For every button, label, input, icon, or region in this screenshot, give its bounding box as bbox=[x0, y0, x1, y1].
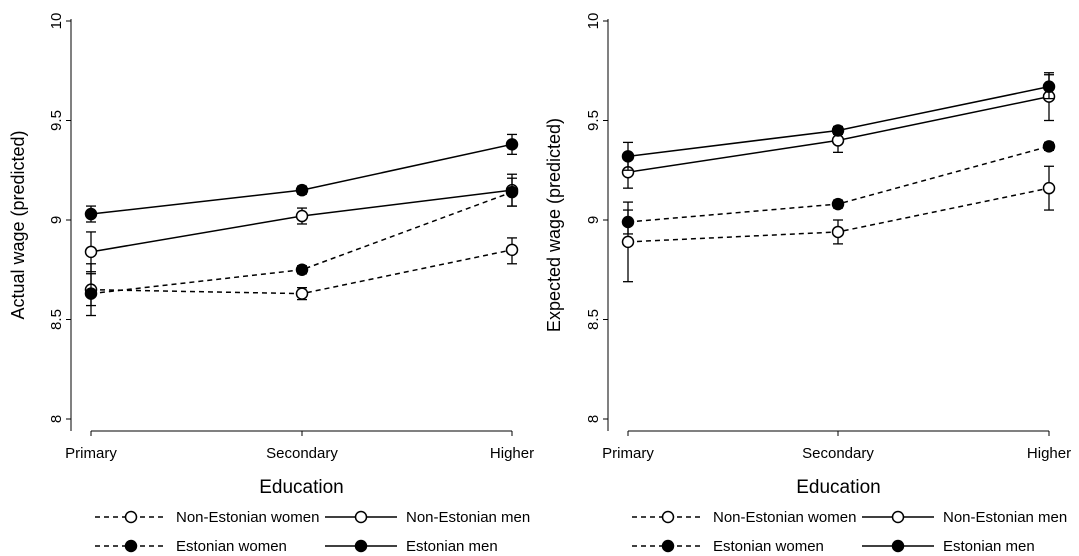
y-tick-label: 9.5 bbox=[585, 110, 602, 131]
x-axis-title: Education bbox=[796, 477, 881, 498]
x-tick-label: Primary bbox=[602, 445, 654, 462]
legend-label: Non-Estonian women bbox=[176, 509, 319, 526]
data-point bbox=[1042, 140, 1056, 153]
series-line bbox=[627, 145, 1050, 223]
legend-label: Non-Estonian men bbox=[943, 509, 1067, 526]
data-point bbox=[295, 209, 309, 223]
data-point bbox=[505, 185, 519, 199]
data-point bbox=[84, 245, 98, 259]
y-tick-label: 10 bbox=[585, 13, 602, 30]
data-point bbox=[84, 287, 98, 300]
data-point bbox=[1042, 80, 1056, 93]
y-tick-label: 8.5 bbox=[585, 309, 602, 330]
legend-label: Estonian women bbox=[713, 538, 824, 555]
series-4 bbox=[621, 74, 1056, 171]
y-tick-label: 8 bbox=[48, 415, 65, 423]
legend-marker bbox=[354, 539, 368, 553]
y-tick-label: 8.5 bbox=[48, 309, 65, 330]
series-4 bbox=[84, 133, 519, 223]
y-tick-label: 10 bbox=[48, 13, 65, 30]
legend-marker bbox=[661, 510, 675, 524]
data-point bbox=[831, 197, 845, 211]
legend-label: Estonian men bbox=[406, 538, 498, 555]
legend: Non-Estonian women Non-Estonian men Estoni… bbox=[95, 509, 530, 555]
data-point bbox=[831, 124, 845, 137]
legend-label: Non-Estonian men bbox=[406, 509, 530, 526]
x-tick-label: Higher bbox=[1027, 445, 1071, 462]
legend-marker bbox=[124, 539, 138, 553]
x-axis-title: Education bbox=[259, 477, 344, 498]
legend-label: Estonian men bbox=[943, 538, 1035, 555]
legend: Non-Estonian women Non-Estonian men Estoni… bbox=[632, 509, 1067, 555]
chart-panel-1: 8 8.5 9 9.5 10 Primary Secondary Higher Educatio… bbox=[8, 13, 534, 555]
legend-label: Non-Estonian women bbox=[713, 509, 856, 526]
data-point bbox=[505, 243, 519, 257]
x-tick-label: Higher bbox=[490, 445, 534, 462]
chart-panel-2: 8 8.5 9 9.5 10 Primary Secondary Higher Educatio… bbox=[544, 13, 1071, 555]
data-point bbox=[621, 150, 635, 163]
data-point bbox=[295, 263, 309, 276]
x-tick-label: Primary bbox=[65, 445, 117, 462]
x-tick-label: Secondary bbox=[802, 445, 874, 462]
data-point bbox=[295, 183, 309, 197]
series-line bbox=[90, 143, 513, 215]
y-tick-label: 9 bbox=[585, 216, 602, 224]
y-axis-title: Actual wage (predicted) bbox=[8, 130, 28, 319]
legend-marker bbox=[354, 510, 368, 524]
y-axis-title: Expected wage (predicted) bbox=[544, 118, 564, 332]
legend-marker bbox=[124, 510, 138, 524]
y-tick-label: 8 bbox=[585, 415, 602, 423]
y-tick-label: 9.5 bbox=[48, 110, 65, 131]
y-tick-label: 9 bbox=[48, 216, 65, 224]
data-point bbox=[505, 138, 519, 151]
x-tick-label: Secondary bbox=[266, 445, 338, 462]
legend-label: Estonian women bbox=[176, 538, 287, 555]
data-point bbox=[84, 207, 98, 221]
series-line bbox=[90, 191, 513, 295]
data-point bbox=[295, 287, 309, 300]
legend-marker bbox=[891, 510, 905, 524]
data-point bbox=[621, 215, 635, 229]
series-3 bbox=[621, 140, 1056, 235]
data-point bbox=[621, 235, 635, 249]
series-1 bbox=[621, 165, 1056, 283]
data-point bbox=[831, 225, 845, 239]
legend-marker bbox=[891, 539, 905, 553]
legend-marker bbox=[661, 539, 675, 553]
series-3 bbox=[84, 177, 519, 317]
data-point bbox=[1042, 181, 1056, 195]
